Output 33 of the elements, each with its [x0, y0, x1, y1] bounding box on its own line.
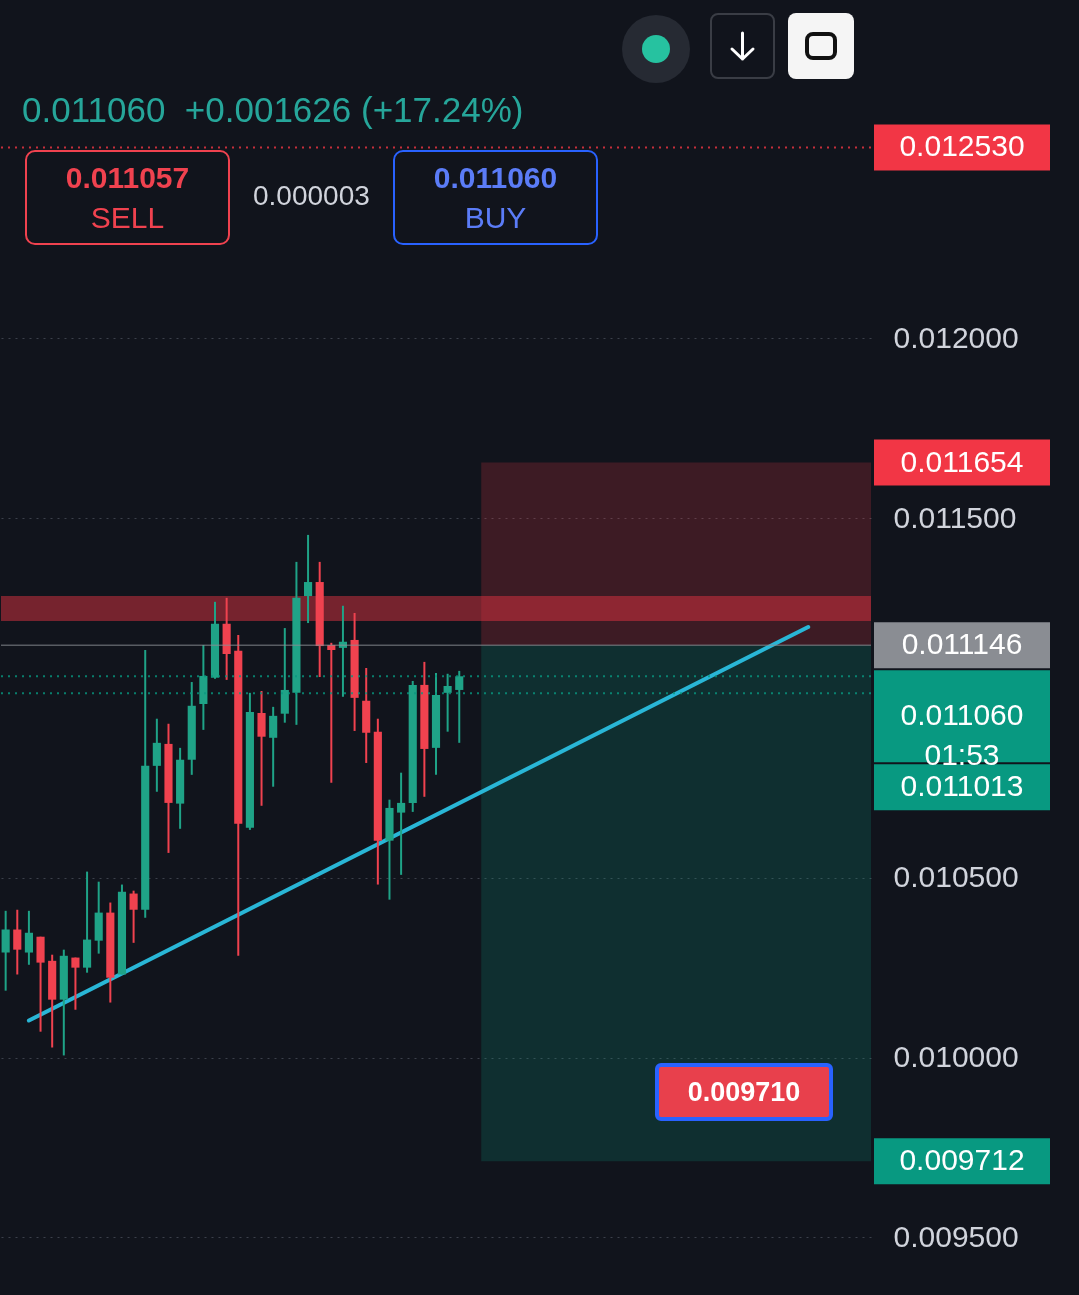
- band-label: 0.009712: [899, 1143, 1025, 1177]
- candlestick: [13, 908, 22, 976]
- y-tick-label: 0.010000: [893, 1040, 1019, 1074]
- candlestick: [455, 669, 464, 744]
- y-tick-label: 0.009500: [893, 1219, 1019, 1253]
- candlestick: [303, 533, 313, 625]
- candlestick: [129, 889, 138, 944]
- candlestick: [280, 627, 289, 724]
- y-tick-label: 0.011500: [893, 500, 1017, 534]
- annotation: 0.011057: [64, 160, 191, 196]
- candlestick: [24, 909, 33, 966]
- band-label: 0.011654: [900, 444, 1024, 478]
- candlestick: [71, 956, 80, 1011]
- annotation: 0.000003: [253, 180, 370, 212]
- ref-line-label: 0.012530: [899, 129, 1025, 163]
- candlestick: [1, 909, 10, 992]
- annotation: SELL: [89, 200, 166, 236]
- ref-line-label: 0.011060 01:53: [900, 698, 1024, 772]
- annotation: 0.011060: [432, 160, 559, 196]
- annotation: BUY: [463, 200, 528, 236]
- ref-line-label: 0.011146: [901, 627, 1023, 661]
- y-tick-label: 0.010500: [893, 860, 1019, 894]
- text: 0.011060 +0.001626 (+17.24%): [22, 90, 524, 130]
- annotation: 0.009710: [655, 1063, 833, 1121]
- candlestick: [257, 690, 266, 807]
- ref-line-label: 0.011013: [900, 769, 1024, 803]
- candlestick: [443, 672, 452, 733]
- candlestick: [338, 604, 348, 698]
- candlestick: [327, 641, 336, 784]
- y-tick-label: 0.012000: [893, 320, 1019, 354]
- candlestick: [397, 771, 406, 876]
- candlestick: [269, 705, 278, 788]
- candlestick: [152, 717, 161, 793]
